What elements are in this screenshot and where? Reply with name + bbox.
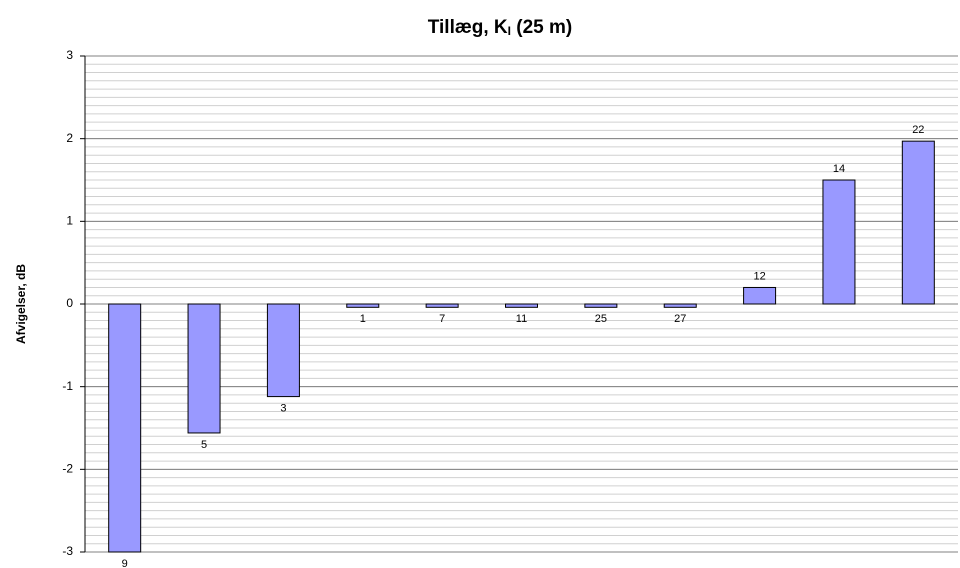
y-tick-label: 1 xyxy=(66,214,73,228)
bar-category-label: 3 xyxy=(280,402,286,414)
bar xyxy=(584,303,618,308)
y-axis-label: Afvigelser, dB xyxy=(14,264,28,344)
bar xyxy=(743,286,777,305)
bar xyxy=(425,303,459,308)
y-tick-label: 0 xyxy=(66,296,73,310)
bar-category-label: 9 xyxy=(122,558,128,568)
bar-category-label: 27 xyxy=(674,313,686,325)
y-tick-label: -3 xyxy=(62,544,73,558)
bar xyxy=(108,303,142,553)
y-tick-label: 2 xyxy=(66,131,73,145)
bar xyxy=(266,303,300,398)
bar-category-label: 7 xyxy=(439,313,445,325)
bar-category-label: 22 xyxy=(912,124,924,136)
bar-category-label: 25 xyxy=(595,313,607,325)
bar xyxy=(346,303,380,308)
y-tick-label: 3 xyxy=(66,48,73,62)
y-tick-label: -1 xyxy=(62,379,73,393)
bar-category-label: 14 xyxy=(833,163,845,175)
chart-title: Tillæg, KI (25 m) xyxy=(428,17,572,38)
bar-category-label: 1 xyxy=(360,313,366,325)
bar xyxy=(901,140,935,305)
bar xyxy=(822,179,856,305)
bar-category-label: 11 xyxy=(516,313,527,325)
y-tick-label: -2 xyxy=(62,462,73,476)
bar-category-label: 5 xyxy=(201,439,207,451)
bar xyxy=(187,303,221,434)
bar-category-label: 12 xyxy=(753,270,765,282)
bar xyxy=(663,303,697,308)
bar xyxy=(505,303,538,308)
title-subscript: I xyxy=(508,24,511,38)
title-main: Tillæg, K xyxy=(428,17,508,38)
title-rest: (25 m) xyxy=(511,17,572,38)
